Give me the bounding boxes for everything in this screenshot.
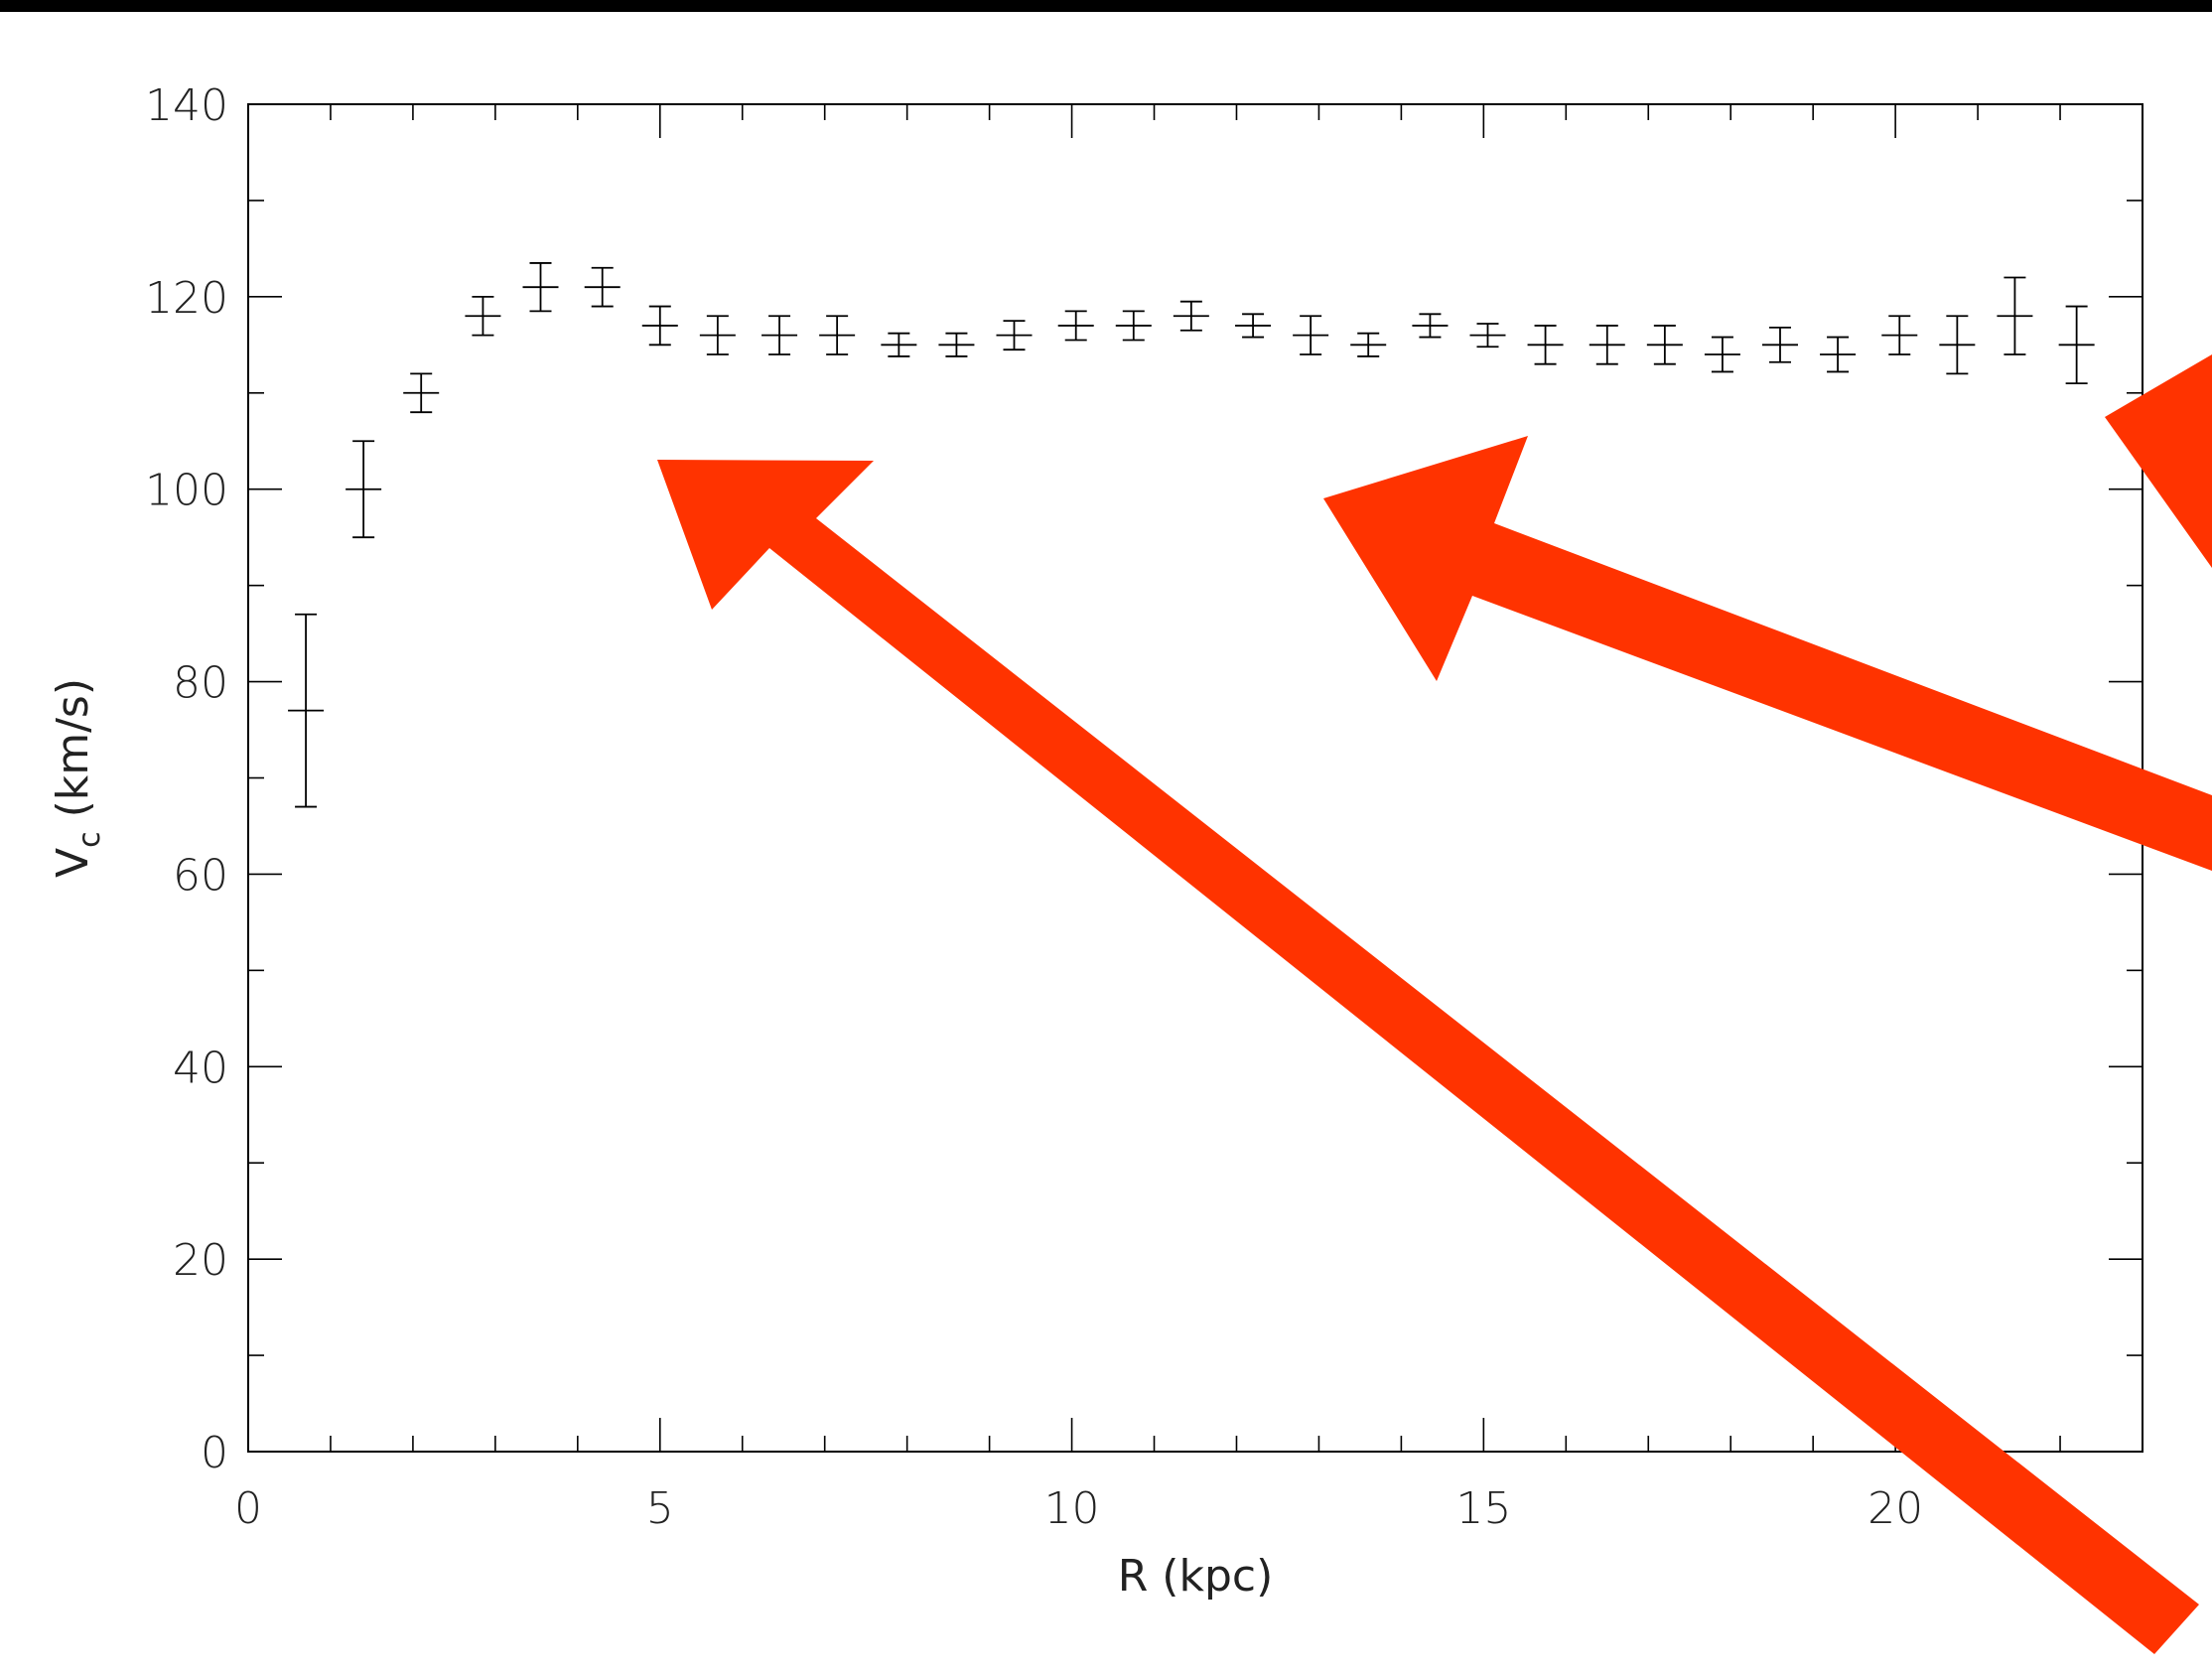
- y-tick-label: 80: [173, 658, 228, 709]
- data-point: [1115, 310, 1152, 342]
- data-point: [1589, 325, 1625, 365]
- x-tick-label: 20: [1867, 1483, 1923, 1534]
- chart-area: 0 5 10 15 20 0 20 40 60 80 100 120 140 R (kpc) Vc (k…: [0, 12, 2212, 1675]
- y-tick-label: 0: [201, 1428, 228, 1478]
- data-point: [1235, 313, 1272, 339]
- data-point: [1646, 325, 1683, 365]
- plot-border: [247, 103, 2143, 1453]
- data-point: [1469, 323, 1506, 349]
- data-point: [1820, 336, 1857, 373]
- data-points: [288, 262, 2095, 808]
- data-point: [346, 440, 382, 539]
- data-point: [1293, 315, 1329, 355]
- y-tick-label: 100: [145, 466, 228, 516]
- data-point: [1412, 313, 1449, 339]
- data-point: [522, 262, 559, 313]
- data-point: [761, 315, 798, 355]
- data-point: [938, 332, 975, 357]
- data-point: [1057, 310, 1094, 342]
- data-point: [1704, 336, 1740, 373]
- arrow-overlay-3: [2105, 354, 2212, 568]
- x-tick-label: 10: [1044, 1483, 1100, 1534]
- tick-labels: 0 5 10 15 20 0 20 40 60 80 100 120 140: [145, 80, 1923, 1534]
- y-tick-label: 20: [173, 1235, 228, 1286]
- data-point: [1761, 326, 1798, 363]
- data-point: [465, 295, 501, 337]
- axis-ticks: [247, 103, 2143, 1453]
- x-tick-label: 5: [646, 1483, 674, 1534]
- x-tick-label: 15: [1455, 1483, 1511, 1534]
- x-tick-label: 0: [234, 1483, 262, 1534]
- data-point: [819, 315, 856, 355]
- arrow-overlay-1: [657, 460, 2199, 1654]
- x-axis-title: R (kpc): [1118, 1551, 1274, 1602]
- data-point: [403, 372, 440, 414]
- data-point: [288, 613, 325, 808]
- data-point: [641, 305, 678, 347]
- data-point: [584, 266, 621, 308]
- y-axis-title: Vc (km/s): [48, 678, 107, 878]
- data-point: [1173, 300, 1209, 332]
- y-tick-label: 60: [173, 850, 228, 901]
- data-point: [1881, 315, 1918, 355]
- plot-frame: [247, 103, 2143, 1453]
- data-point: [996, 320, 1033, 351]
- data-point: [881, 332, 917, 357]
- y-tick-label: 40: [173, 1043, 228, 1093]
- y-tick-label: 120: [145, 273, 228, 324]
- data-point: [2058, 305, 2095, 384]
- data-point: [1350, 332, 1387, 357]
- rotation-curve-chart: 0 5 10 15 20 0 20 40 60 80 100 120 140 R (kpc) Vc (k…: [48, 80, 2212, 1654]
- data-point: [1997, 276, 2033, 355]
- y-tick-label: 140: [145, 80, 228, 131]
- data-point: [1939, 315, 1976, 375]
- data-point: [699, 315, 736, 355]
- data-point: [1527, 325, 1564, 365]
- arrow-overlay-2: [1323, 436, 2212, 871]
